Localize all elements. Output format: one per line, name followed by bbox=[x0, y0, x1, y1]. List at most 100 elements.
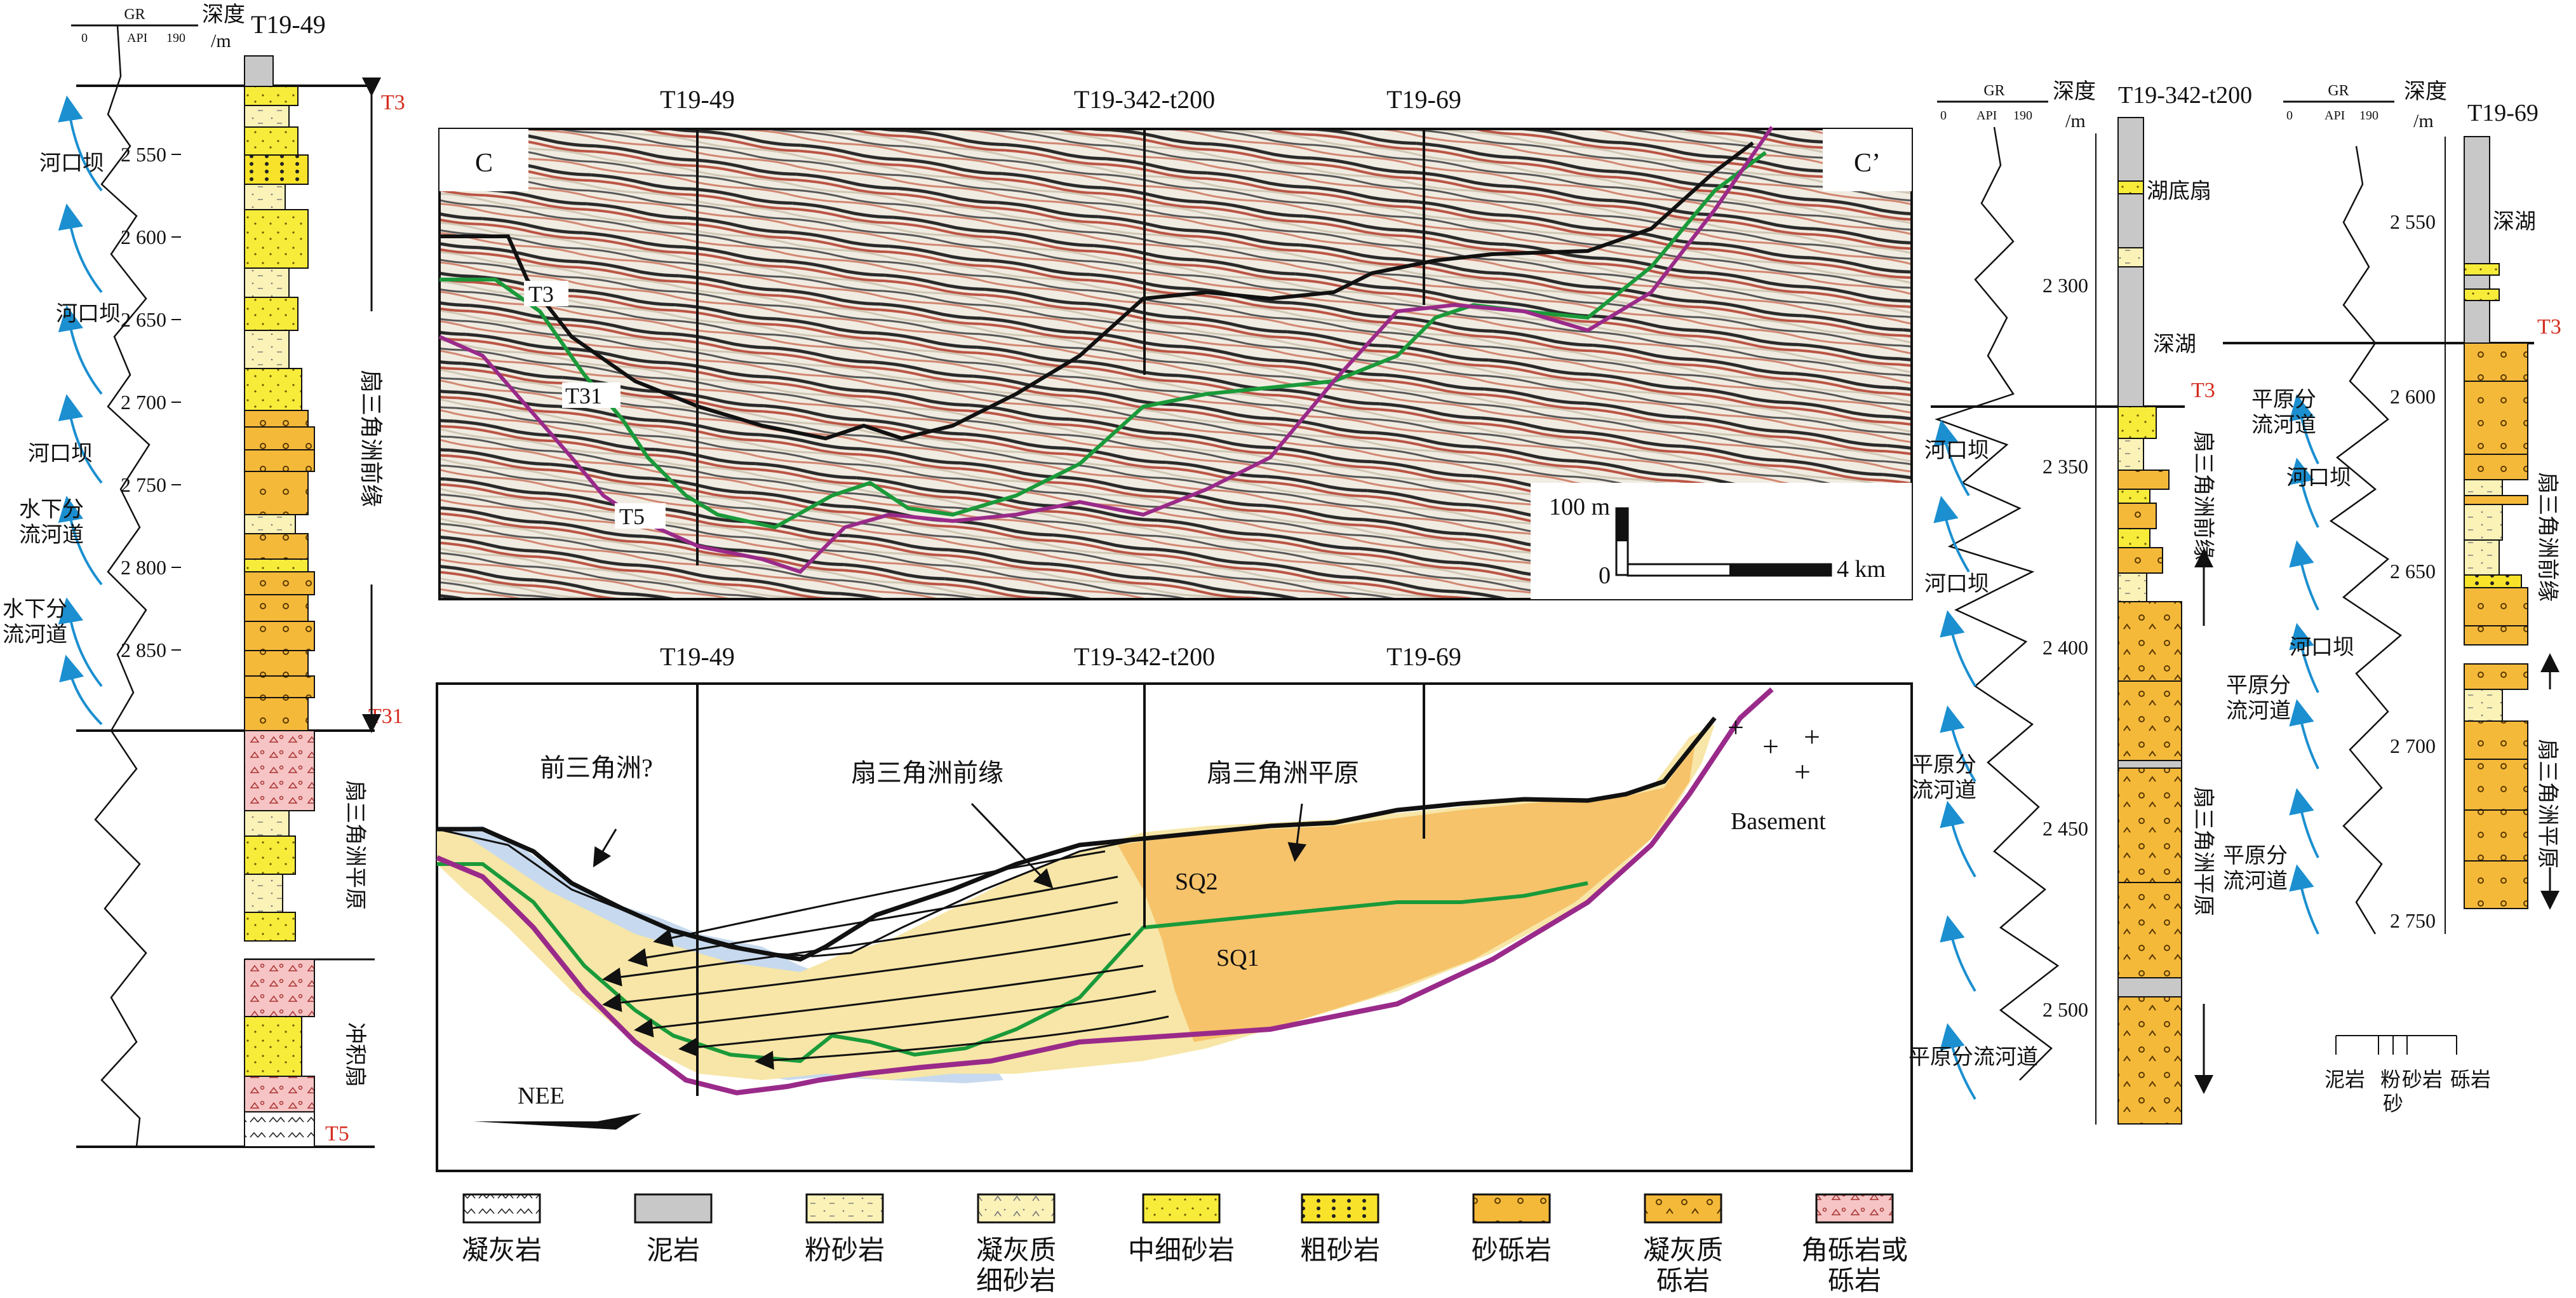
basement-label: Basement bbox=[1731, 808, 1826, 835]
well-marker: T19-49 bbox=[660, 85, 735, 114]
plain-label: 扇三角洲平原 bbox=[1207, 759, 1359, 787]
facies-label: 湖底扇 bbox=[2147, 179, 2211, 203]
facies-label: 河口坝 bbox=[56, 302, 121, 326]
depth-tick: 2 650 bbox=[121, 308, 166, 331]
api-min: 0 bbox=[81, 31, 88, 45]
horizon-t3: T3 bbox=[2191, 379, 2215, 402]
well-name: T19-49 bbox=[251, 10, 326, 39]
horizon-t3: T3 bbox=[2537, 315, 2561, 339]
lithology-column-mid bbox=[2117, 117, 2182, 1125]
scale-bar: 100 m 0 4 km bbox=[1531, 483, 1912, 599]
gr-label: GR bbox=[124, 6, 145, 23]
unit-label: 扇三角洲平原 bbox=[343, 780, 367, 910]
facies-label: 河口坝 bbox=[28, 442, 93, 466]
depth-tick: 2 600 bbox=[121, 226, 166, 248]
scale-vertical: 100 m bbox=[1549, 494, 1610, 520]
facies-label: 河口坝 bbox=[2290, 636, 2354, 659]
grain-label: 粉 bbox=[2380, 1068, 2401, 1091]
well-marker: T19-342-t200 bbox=[1074, 642, 1215, 671]
depth-title: 深度 bbox=[202, 3, 245, 27]
depth-tick: 2 400 bbox=[2043, 636, 2088, 659]
svg-text:中细砂岩: 中细砂岩 bbox=[1128, 1236, 1235, 1266]
unit-label: 扇三角洲前缘 bbox=[2535, 472, 2559, 602]
facies-label: 水下分 bbox=[19, 498, 84, 522]
svg-text:+: + bbox=[1804, 720, 1820, 753]
gr-label: GR bbox=[2328, 83, 2349, 99]
depth-tick: 2 700 bbox=[121, 391, 166, 414]
svg-text:砾岩: 砾岩 bbox=[1828, 1267, 1881, 1296]
well-name: T19-342-t200 bbox=[2118, 82, 2252, 109]
prodelta-label: 前三角洲? bbox=[540, 754, 653, 782]
horizon-line-t5 bbox=[438, 126, 1774, 574]
depth-tick: 2 500 bbox=[2043, 998, 2088, 1021]
facies-label: 流河道 bbox=[2226, 699, 2291, 723]
unit-label: 扇三角洲平原 bbox=[2535, 739, 2559, 869]
sq1-label: SQ1 bbox=[1216, 945, 1259, 971]
svg-text:+: + bbox=[1762, 730, 1779, 762]
facies-label: 流河道 bbox=[2251, 413, 2316, 437]
grain-scale: 泥岩 粉 砂 砂岩 砾岩 bbox=[2324, 1035, 2491, 1115]
depth-tick: 2 650 bbox=[2390, 560, 2436, 583]
legend-item: 砂砾岩 bbox=[1472, 1193, 1552, 1266]
basement-crosses: ++ ++ bbox=[1727, 711, 1820, 788]
api-max: 190 bbox=[2013, 109, 2032, 123]
svg-text:砾岩: 砾岩 bbox=[1656, 1267, 1710, 1296]
horizon-label: T3 bbox=[528, 281, 554, 307]
well-left: GR 0 API 190 深度 /m T19-49 2 550 2 600 2 … bbox=[3, 3, 405, 1148]
horizon-t3: T3 bbox=[381, 91, 405, 114]
interp-t5 bbox=[436, 687, 1774, 1096]
svg-text:凝灰岩: 凝灰岩 bbox=[462, 1236, 542, 1266]
unit-label: 扇三角洲前缘 bbox=[2191, 431, 2215, 560]
facies-label: 深湖 bbox=[2153, 333, 2196, 356]
corner-right: C’ bbox=[1854, 149, 1881, 178]
svg-text:粗砂岩: 粗砂岩 bbox=[1300, 1236, 1380, 1266]
svg-text:+: + bbox=[1794, 755, 1811, 788]
facies-label: 平原分 bbox=[2223, 844, 2288, 868]
direction-label: NEE bbox=[518, 1083, 565, 1109]
depth-title: 深度 bbox=[2053, 79, 2096, 104]
svg-text:凝灰质: 凝灰质 bbox=[1643, 1236, 1723, 1266]
facies-label: 平原分 bbox=[1912, 754, 1976, 777]
depth-unit: /m bbox=[2413, 111, 2434, 132]
api-max: 190 bbox=[2359, 109, 2378, 123]
depth-title: 深度 bbox=[2404, 79, 2447, 104]
grain-label: 砂岩 bbox=[2402, 1068, 2443, 1091]
lithology-column-right bbox=[2464, 136, 2528, 909]
grain-label: 泥岩 bbox=[2324, 1068, 2365, 1091]
corner-left: C bbox=[475, 149, 493, 178]
well-marker: T19-69 bbox=[1386, 85, 1461, 114]
facies-arrows-right bbox=[2289, 394, 2319, 935]
horizon-t5: T5 bbox=[325, 1122, 349, 1146]
well-marker: T19-69 bbox=[1386, 642, 1461, 671]
depth-tick: 2 550 bbox=[121, 143, 166, 166]
facies-label: 深湖 bbox=[2493, 210, 2536, 234]
progradation-arrows bbox=[602, 850, 1169, 1070]
svg-text:凝灰质: 凝灰质 bbox=[976, 1236, 1056, 1266]
api-max: 190 bbox=[166, 31, 185, 45]
legend-item: 角砾岩或 砾岩 bbox=[1801, 1193, 1908, 1296]
interp-t31 bbox=[437, 862, 1588, 1064]
facies-label: 流河道 bbox=[2223, 869, 2288, 893]
depth-tick: 2 750 bbox=[121, 473, 166, 496]
depth-tick: 2 800 bbox=[121, 556, 166, 579]
svg-text:泥岩: 泥岩 bbox=[647, 1236, 700, 1266]
depth-unit: /m bbox=[211, 30, 231, 51]
unit-label: 扇三角洲前缘 bbox=[358, 370, 384, 507]
facies-label: 河口坝 bbox=[2286, 466, 2351, 490]
facies-label: 河口坝 bbox=[1924, 439, 1989, 463]
well-marker: T19-49 bbox=[660, 642, 735, 671]
horizon-t31: T31 bbox=[368, 705, 403, 728]
legend-item: 凝灰质 砾岩 bbox=[1643, 1193, 1723, 1296]
facies-label: 流河道 bbox=[3, 623, 67, 647]
facies-arrows-left bbox=[58, 95, 103, 726]
seismic-panel: C C’ T19-49 T19-342-t200 T19-69 T3 T31 T… bbox=[438, 85, 1913, 600]
interpretation-panel: T19-49 T19-342-t200 T19-69 前三角洲? 扇三角洲前缘 … bbox=[436, 642, 1913, 1172]
facies-label: 平原分 bbox=[2251, 388, 2316, 412]
horizon-line-t3 bbox=[439, 141, 1754, 441]
svg-text:砂砾岩: 砂砾岩 bbox=[1472, 1236, 1552, 1266]
svg-text:细砂岩: 细砂岩 bbox=[976, 1267, 1056, 1296]
horizon-label: T31 bbox=[565, 383, 602, 409]
facies-label: 平原分 bbox=[2226, 674, 2291, 698]
depth-tick: 2 750 bbox=[2390, 909, 2436, 932]
